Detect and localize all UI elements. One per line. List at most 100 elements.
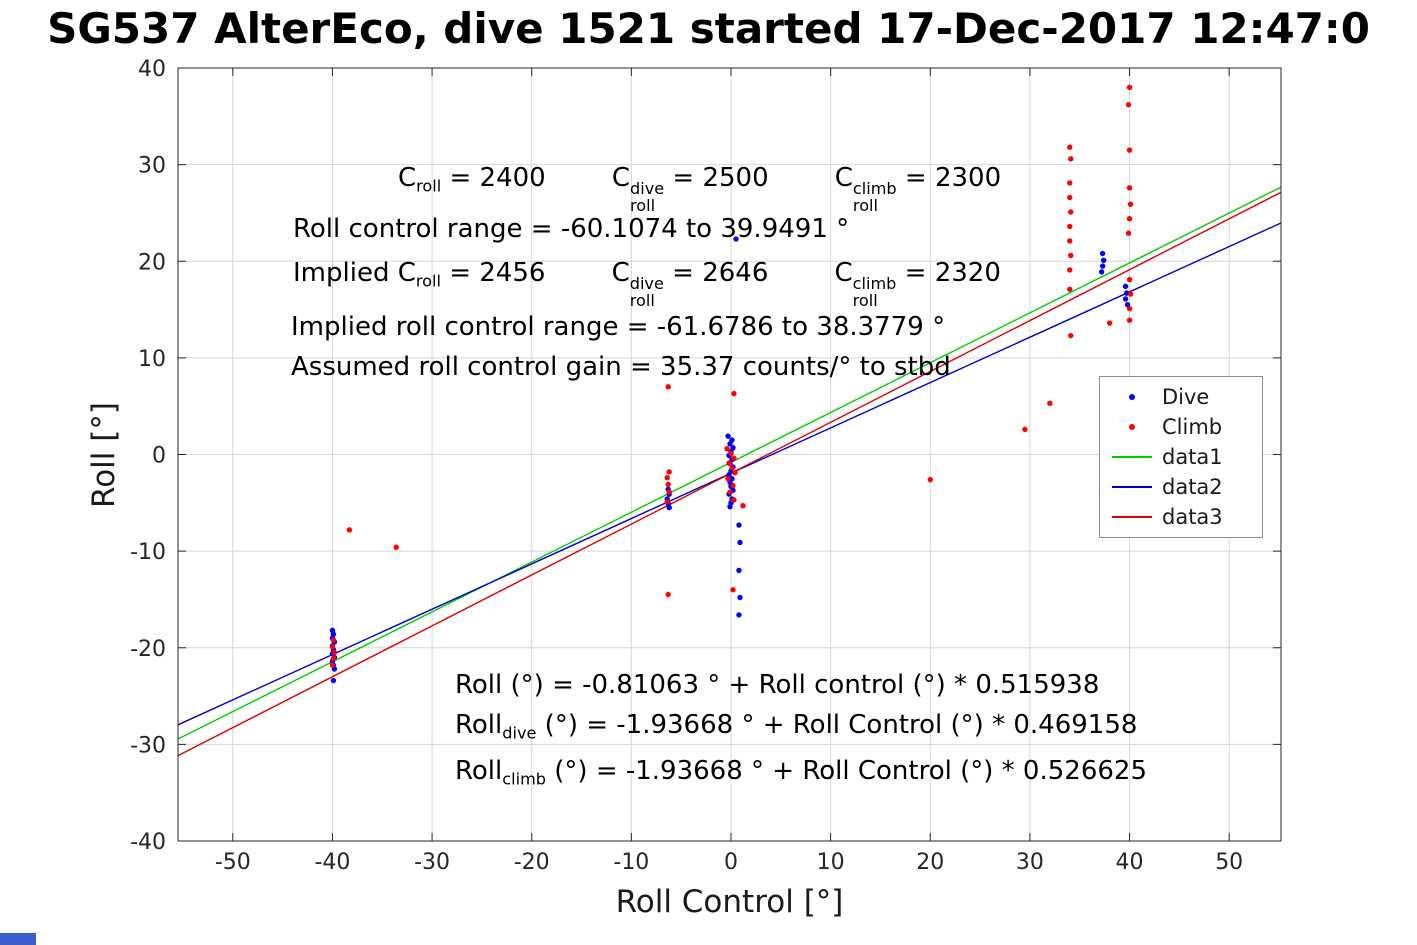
annotation-roll-control-range: Roll control range = -60.1074 to 39.9491… bbox=[293, 214, 850, 244]
legend-dot-marker bbox=[1110, 424, 1154, 430]
legend-box: Dive Climb data1 data2 data3 bbox=[1099, 376, 1263, 538]
annotation-fit-all: Roll (°) = -0.81063 ° + Roll control (°)… bbox=[455, 670, 1100, 700]
point-dive bbox=[1100, 257, 1107, 263]
point-climb bbox=[1068, 209, 1074, 215]
x-axis-label: Roll Control [°] bbox=[615, 884, 844, 920]
legend-row-data3: data3 bbox=[1100, 502, 1262, 532]
y-tick-label: 40 bbox=[138, 57, 166, 82]
point-dive bbox=[737, 539, 743, 546]
legend-row-data1: data1 bbox=[1100, 442, 1262, 472]
point-dive bbox=[330, 677, 337, 684]
point-climb bbox=[665, 384, 671, 390]
point-climb bbox=[732, 470, 738, 476]
point-dive bbox=[736, 567, 742, 574]
point-climb bbox=[1126, 305, 1133, 312]
point-dive bbox=[666, 504, 672, 511]
point-climb bbox=[1022, 426, 1028, 433]
point-climb bbox=[1126, 276, 1133, 283]
point-climb bbox=[664, 499, 670, 505]
supsub-script: dive roll bbox=[629, 274, 664, 310]
point-climb bbox=[1126, 317, 1133, 323]
x-tick-label: -20 bbox=[514, 850, 550, 875]
point-climb bbox=[330, 637, 337, 643]
point-climb bbox=[666, 469, 672, 475]
point-climb bbox=[1067, 194, 1073, 201]
y-tick-label: 30 bbox=[138, 154, 166, 179]
point-climb bbox=[1125, 230, 1132, 236]
x-tick-label: 30 bbox=[1016, 850, 1044, 875]
point-climb bbox=[1126, 84, 1133, 91]
point-dive bbox=[1122, 283, 1129, 290]
point-climb bbox=[731, 455, 737, 462]
point-climb bbox=[1067, 223, 1073, 230]
point-climb bbox=[927, 476, 933, 483]
point-climb bbox=[346, 527, 353, 533]
legend-label: Dive bbox=[1162, 385, 1210, 409]
point-climb bbox=[665, 591, 671, 598]
x-tick-label: -40 bbox=[314, 850, 350, 875]
y-tick-label: -40 bbox=[130, 830, 166, 855]
point-climb bbox=[1068, 332, 1074, 339]
point-dive bbox=[727, 503, 733, 510]
legend-line-marker bbox=[1110, 486, 1154, 488]
y-tick-label: -10 bbox=[130, 540, 166, 565]
point-climb bbox=[664, 474, 670, 481]
point-dive bbox=[727, 441, 733, 447]
point-climb bbox=[329, 662, 336, 668]
point-dive bbox=[736, 612, 742, 618]
legend-label: data2 bbox=[1162, 475, 1223, 499]
point-dive bbox=[737, 594, 743, 601]
x-tick-label: 50 bbox=[1215, 850, 1243, 875]
legend-label: data1 bbox=[1162, 445, 1223, 469]
point-climb bbox=[731, 497, 737, 503]
point-dive bbox=[1099, 250, 1106, 257]
point-climb bbox=[726, 460, 732, 466]
bottom-left-window-fragment bbox=[0, 933, 36, 945]
x-tick-label: -10 bbox=[613, 850, 649, 875]
legend-label: data3 bbox=[1162, 505, 1223, 529]
point-climb bbox=[727, 489, 733, 495]
supsub-script: climb roll bbox=[852, 274, 897, 310]
supsub-script: climb roll bbox=[852, 179, 897, 215]
x-tick-label: 0 bbox=[724, 850, 738, 875]
point-climb bbox=[1067, 267, 1073, 273]
chart-title: SG537 AlterEco, dive 1521 started 17-Dec… bbox=[47, 4, 1370, 53]
x-tick-label: 20 bbox=[916, 850, 944, 875]
legend-label: Climb bbox=[1162, 415, 1223, 439]
legend-row-climb: Climb bbox=[1100, 412, 1262, 442]
point-climb bbox=[665, 481, 671, 488]
point-climb bbox=[724, 446, 730, 452]
point-climb bbox=[740, 503, 746, 509]
y-tick-label: 20 bbox=[138, 250, 166, 275]
supsub-script: dive roll bbox=[630, 179, 665, 215]
point-climb bbox=[730, 482, 736, 489]
annotation-implied-roll-control-range: Implied roll control range = -61.6786 to… bbox=[291, 312, 946, 342]
point-climb bbox=[331, 649, 338, 656]
y-axis-label: Roll [°] bbox=[86, 402, 122, 508]
x-tick-label: -50 bbox=[215, 850, 251, 875]
point-dive bbox=[733, 236, 739, 242]
point-climb bbox=[1127, 291, 1134, 297]
point-climb bbox=[1126, 216, 1133, 222]
point-climb bbox=[1067, 238, 1073, 244]
point-dive bbox=[725, 433, 731, 439]
legend-row-dive: Dive bbox=[1100, 382, 1262, 412]
point-climb bbox=[393, 544, 399, 550]
point-climb bbox=[1067, 286, 1073, 292]
point-climb bbox=[329, 644, 336, 650]
point-climb bbox=[1127, 201, 1134, 207]
point-climb bbox=[730, 587, 736, 593]
y-tick-label: 10 bbox=[138, 347, 166, 372]
point-climb bbox=[666, 489, 672, 495]
x-tick-label: 40 bbox=[1116, 850, 1144, 875]
point-climb bbox=[1068, 252, 1074, 259]
x-tick-label: -30 bbox=[414, 850, 450, 875]
point-climb bbox=[729, 465, 735, 471]
annotation-fit-climb: Rollclimb (°) = -1.93668 ° + Roll Contro… bbox=[455, 756, 1147, 789]
y-tick-label: 0 bbox=[152, 444, 166, 469]
annotation-fit-dive: Rolldive (°) = -1.93668 ° + Roll Control… bbox=[455, 710, 1138, 743]
point-climb bbox=[1125, 102, 1132, 108]
point-climb bbox=[1126, 185, 1133, 191]
